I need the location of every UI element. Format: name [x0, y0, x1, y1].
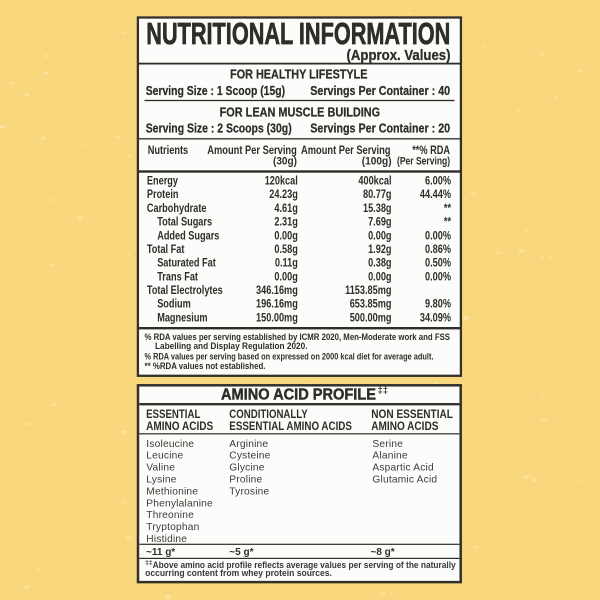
svg-text:346.16mg: 346.16mg: [256, 283, 298, 297]
svg-text:Alanine: Alanine: [372, 451, 408, 462]
svg-text:0.00g: 0.00g: [274, 269, 297, 283]
svg-text:Total Electrolytes: Total Electrolytes: [147, 283, 223, 297]
svg-text:AMINO ACIDS: AMINO ACIDS: [146, 419, 213, 433]
svg-text:Total Sugars: Total Sugars: [157, 215, 212, 229]
svg-text:1.92g: 1.92g: [368, 242, 391, 256]
svg-text:Aspartic Acid: Aspartic Acid: [372, 463, 434, 474]
svg-text:Magnesium: Magnesium: [157, 310, 207, 324]
svg-text:120kcal: 120kcal: [265, 174, 298, 188]
svg-text:Lysine: Lysine: [146, 475, 176, 486]
svg-text:FOR LEAN MUSCLE BUILDING: FOR LEAN MUSCLE BUILDING: [220, 105, 381, 120]
svg-text:Valine: Valine: [146, 463, 175, 474]
svg-text:9.80%: 9.80%: [425, 297, 451, 311]
svg-text:Carbohydrate: Carbohydrate: [147, 201, 207, 215]
svg-text:Serving Size : 2 Scoops (30g): Serving Size : 2 Scoops (30g): [146, 121, 292, 136]
svg-text:Leucine: Leucine: [146, 451, 183, 462]
svg-text:ESSENTIAL: ESSENTIAL: [146, 407, 200, 421]
svg-text:34.09%: 34.09%: [420, 310, 451, 324]
svg-text:CONDITIONALLY: CONDITIONALLY: [229, 407, 307, 421]
svg-text:Serine: Serine: [372, 439, 403, 450]
svg-text:(100g): (100g): [362, 155, 392, 167]
svg-text:80.77g: 80.77g: [363, 187, 392, 201]
svg-text:24.23g: 24.23g: [269, 187, 298, 201]
svg-text:~5 g*: ~5 g*: [229, 547, 253, 558]
svg-text:~11 g*: ~11 g*: [146, 547, 175, 558]
svg-text:Arginine: Arginine: [229, 439, 268, 450]
svg-text:0.00%: 0.00%: [425, 228, 451, 242]
svg-text:**: **: [444, 201, 451, 215]
svg-text:Methionine: Methionine: [146, 486, 198, 497]
svg-text:~8 g*: ~8 g*: [371, 547, 395, 558]
svg-text:‡‡: ‡‡: [145, 560, 153, 567]
svg-text:2.31g: 2.31g: [274, 215, 297, 229]
svg-text:150.00mg: 150.00mg: [256, 310, 298, 324]
svg-text:Protein: Protein: [147, 187, 179, 201]
svg-text:occurring content from whey pr: occurring content from whey protein sour…: [145, 568, 332, 578]
svg-text:ESSENTIAL AMINO ACIDS: ESSENTIAL AMINO ACIDS: [229, 419, 352, 433]
svg-text:(Per Serving): (Per Serving): [397, 155, 450, 167]
svg-text:0.50%: 0.50%: [425, 256, 451, 270]
svg-text:Above amino acid profile refle: Above amino acid profile reflects averag…: [153, 560, 457, 570]
svg-text:Proline: Proline: [229, 475, 262, 486]
svg-text:0.00g: 0.00g: [274, 228, 297, 242]
svg-text:(30g): (30g): [273, 155, 297, 167]
svg-text:Serving Size : 1 Scoop (15g): Serving Size : 1 Scoop (15g): [146, 83, 285, 98]
svg-text:0.00g: 0.00g: [368, 228, 391, 242]
svg-text:0.00%: 0.00%: [425, 269, 451, 283]
svg-text:NON ESSENTIAL: NON ESSENTIAL: [371, 407, 453, 421]
svg-text:Trans Fat: Trans Fat: [157, 269, 198, 283]
svg-text:AMINO ACID PROFILE: AMINO ACID PROFILE: [221, 386, 376, 403]
svg-text:Sodium: Sodium: [157, 297, 191, 311]
svg-text:Isoleucine: Isoleucine: [146, 439, 194, 450]
svg-text:Servings Per Container : 20: Servings Per Container : 20: [310, 121, 450, 136]
svg-text:Glycine: Glycine: [229, 463, 265, 474]
svg-text:(Approx. Values): (Approx. Values): [347, 47, 451, 64]
svg-text:** %RDA values not established: ** %RDA values not established.: [145, 361, 266, 372]
svg-text:Labelling and Display Regulati: Labelling and Display Regulation 2020.: [155, 341, 308, 352]
svg-text:4.61g: 4.61g: [274, 201, 297, 215]
svg-text:400kcal: 400kcal: [358, 174, 391, 188]
svg-text:Tryptophan: Tryptophan: [146, 522, 199, 533]
svg-text:0.58g: 0.58g: [274, 242, 297, 256]
svg-text:6.00%: 6.00%: [425, 174, 451, 188]
svg-text:15.38g: 15.38g: [363, 201, 392, 215]
svg-text:7.69g: 7.69g: [368, 215, 391, 229]
svg-text:**% RDA: **% RDA: [412, 143, 450, 157]
svg-text:500.00mg: 500.00mg: [350, 310, 392, 324]
svg-text:0.86%: 0.86%: [425, 242, 451, 256]
svg-text:% RDA values per serving estab: % RDA values per serving established by …: [145, 332, 451, 343]
svg-text:0.11g: 0.11g: [275, 256, 298, 270]
svg-text:Glutamic Acid: Glutamic Acid: [372, 475, 437, 486]
svg-text:Servings Per Container : 40: Servings Per Container : 40: [310, 83, 450, 98]
svg-text:1153.85mg: 1153.85mg: [345, 283, 391, 297]
svg-text:Tyrosine: Tyrosine: [229, 486, 269, 497]
svg-text:Amount Per Serving: Amount Per Serving: [301, 143, 391, 157]
svg-text:0.00g: 0.00g: [368, 269, 391, 283]
svg-text:Added Sugars: Added Sugars: [157, 228, 219, 242]
svg-text:653.85mg: 653.85mg: [350, 297, 392, 311]
svg-text:44.44%: 44.44%: [420, 187, 451, 201]
svg-text:Histidine: Histidine: [146, 534, 187, 545]
svg-text:0.38g: 0.38g: [368, 256, 391, 270]
svg-text:NUTRITIONAL INFORMATION: NUTRITIONAL INFORMATION: [146, 17, 450, 51]
svg-text:Cysteine: Cysteine: [229, 451, 270, 462]
svg-text:196.16mg: 196.16mg: [256, 297, 298, 311]
svg-text:Threonine: Threonine: [146, 510, 194, 521]
svg-text:**: **: [444, 215, 451, 229]
svg-text:‡‡: ‡‡: [378, 385, 389, 396]
svg-text:Amount Per Serving: Amount Per Serving: [207, 143, 297, 157]
svg-text:% RDA values per serving based: % RDA values per serving based on expres…: [145, 351, 434, 362]
svg-text:Nutrients: Nutrients: [148, 143, 189, 157]
svg-text:Energy: Energy: [147, 174, 178, 188]
svg-text:FOR HEALTHY LIFESTYLE: FOR HEALTHY LIFESTYLE: [230, 67, 368, 82]
svg-text:Phenylalanine: Phenylalanine: [146, 498, 213, 509]
svg-text:Total Fat: Total Fat: [147, 242, 185, 256]
svg-text:AMINO ACIDS: AMINO ACIDS: [371, 419, 438, 433]
svg-text:Saturated Fat: Saturated Fat: [157, 256, 216, 270]
